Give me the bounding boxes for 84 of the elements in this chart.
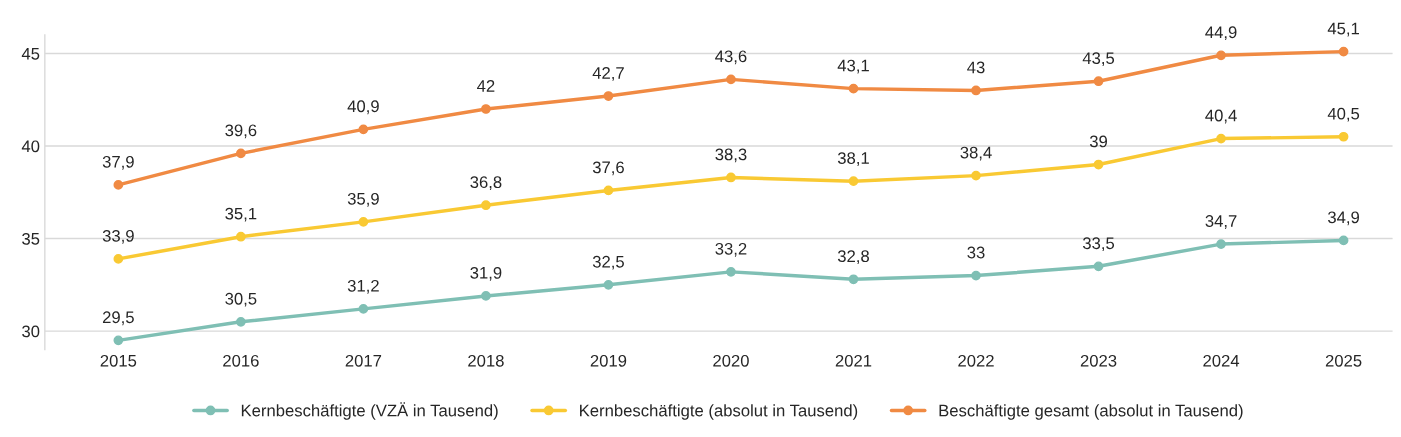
data-label: 33,9: [102, 229, 134, 244]
x-tick-label: 2024: [1203, 354, 1240, 367]
x-tick-label: 2021: [835, 354, 872, 367]
y-tick-label: 45: [21, 48, 40, 60]
point: [1093, 159, 1104, 170]
data-label: 45,1: [1327, 22, 1359, 37]
data-label: 38,4: [960, 146, 992, 161]
point: [971, 170, 981, 181]
legend-label: Kernbeschäftigte (absolut in Tausend): [580, 404, 858, 420]
point: [113, 180, 124, 190]
point: [1338, 235, 1349, 246]
x-tick-label: 2025: [1325, 354, 1362, 367]
data-label: 35,1: [225, 207, 257, 222]
point: [1338, 46, 1349, 57]
data-label: 32,5: [592, 255, 624, 270]
data-label: 34,7: [1205, 215, 1237, 229]
data-label: 39: [1089, 135, 1108, 148]
data-label: 43,6: [715, 50, 747, 65]
point: [113, 335, 124, 346]
data-label: 35,9: [347, 192, 379, 207]
x-tick-label: 2017: [345, 354, 382, 367]
point: [848, 83, 859, 94]
data-label: 31,9: [470, 266, 502, 281]
data-label: 40,9: [347, 100, 379, 115]
data-label: 43: [967, 61, 985, 74]
data-label: 32,8: [837, 250, 869, 265]
x-tick-label: 2023: [1080, 354, 1117, 367]
point: [971, 270, 981, 281]
point: [848, 274, 859, 285]
point: [236, 148, 246, 159]
point: [481, 291, 491, 301]
point: [358, 124, 369, 135]
point: [603, 91, 614, 101]
point: [848, 176, 859, 187]
point: [1216, 50, 1226, 61]
x-tick-label: 2020: [713, 354, 749, 367]
point: [1093, 76, 1104, 87]
data-label: 30,5: [225, 292, 257, 307]
data-label: 33,2: [715, 242, 747, 257]
x-tick-label: 2018: [468, 354, 504, 367]
data-label: 37,6: [592, 161, 624, 176]
data-label: 33,5: [1082, 237, 1115, 252]
data-label: 38,1: [837, 152, 869, 166]
data-label: 37,9: [102, 155, 134, 170]
data-label: 38,3: [715, 148, 747, 163]
legend-label: Beschäftigte gesamt (absolut in Tausend): [939, 404, 1243, 420]
data-label: 36,8: [470, 176, 502, 191]
point: [1338, 131, 1349, 142]
x-tick-label: 2016: [223, 354, 259, 367]
point: [358, 217, 369, 227]
data-label: 40,5: [1327, 107, 1360, 122]
point: [1093, 261, 1104, 272]
x-tick-label: 2019: [590, 354, 627, 367]
point: [603, 185, 614, 196]
point: [726, 172, 736, 183]
y-tick-label: 40: [21, 140, 40, 153]
point: [236, 231, 246, 242]
legend-label: Kernbeschäftigte (VZÄ in Tausend): [241, 402, 498, 420]
point: [726, 267, 736, 277]
data-label: 31,2: [347, 279, 379, 294]
x-tick-label: 2022: [958, 354, 994, 367]
point: [1216, 133, 1226, 144]
point: [603, 279, 614, 290]
data-label: 39,6: [225, 124, 257, 139]
point: [113, 254, 124, 264]
data-label: 42: [477, 80, 495, 92]
point: [971, 85, 981, 96]
data-label: 34,9: [1328, 211, 1360, 226]
data-label: 43,5: [1082, 52, 1115, 67]
data-label: 42,7: [592, 67, 624, 81]
point: [1216, 239, 1226, 249]
x-tick-label: 2015: [100, 354, 137, 367]
point: [481, 104, 491, 114]
data-label: 33: [967, 246, 985, 259]
data-label: 40,4: [1205, 109, 1237, 124]
point: [726, 74, 736, 85]
point: [236, 316, 246, 327]
data-label: 44,9: [1205, 26, 1237, 41]
point: [481, 200, 491, 211]
data-label: 43,1: [837, 59, 869, 74]
data-label: 29,5: [102, 311, 134, 326]
y-tick-label: 30: [22, 325, 40, 338]
point: [358, 304, 369, 314]
y-tick-label: 35: [22, 232, 40, 245]
